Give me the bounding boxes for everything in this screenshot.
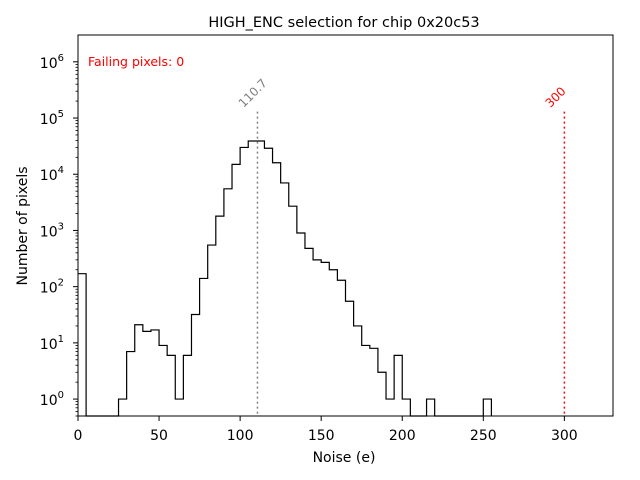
y-tick-label: 101 <box>40 334 64 353</box>
x-axis-ticks: 0 50 100 150 200 250 300 <box>74 416 578 444</box>
y-tick-label: 104 <box>40 165 64 184</box>
x-tick-label: 0 <box>74 428 83 444</box>
x-tick-label: 150 <box>308 428 335 444</box>
y-tick-label: 105 <box>40 109 64 128</box>
x-axis-label: Noise (e) <box>313 450 376 466</box>
y-axis-ticks: 100 101 102 103 104 105 106 <box>40 53 78 417</box>
failing-pixels-annotation: Failing pixels: 0 <box>88 54 184 69</box>
x-tick-label: 100 <box>227 428 254 444</box>
x-tick-label: 50 <box>150 428 168 444</box>
chart-title: HIGH_ENC selection for chip 0x20c53 <box>208 15 479 31</box>
y-tick-label: 103 <box>40 221 64 240</box>
y-tick-label: 106 <box>40 53 64 72</box>
x-tick-label: 200 <box>389 428 416 444</box>
histogram-step-line <box>78 140 493 417</box>
plot-area <box>78 35 613 416</box>
y-axis-label: Number of pixels <box>15 166 31 285</box>
y-tick-label: 100 <box>40 390 64 409</box>
x-tick-label: 250 <box>470 428 497 444</box>
plot-frame <box>77 34 614 417</box>
y-tick-label: 102 <box>40 278 64 297</box>
x-tick-label: 300 <box>551 428 578 444</box>
